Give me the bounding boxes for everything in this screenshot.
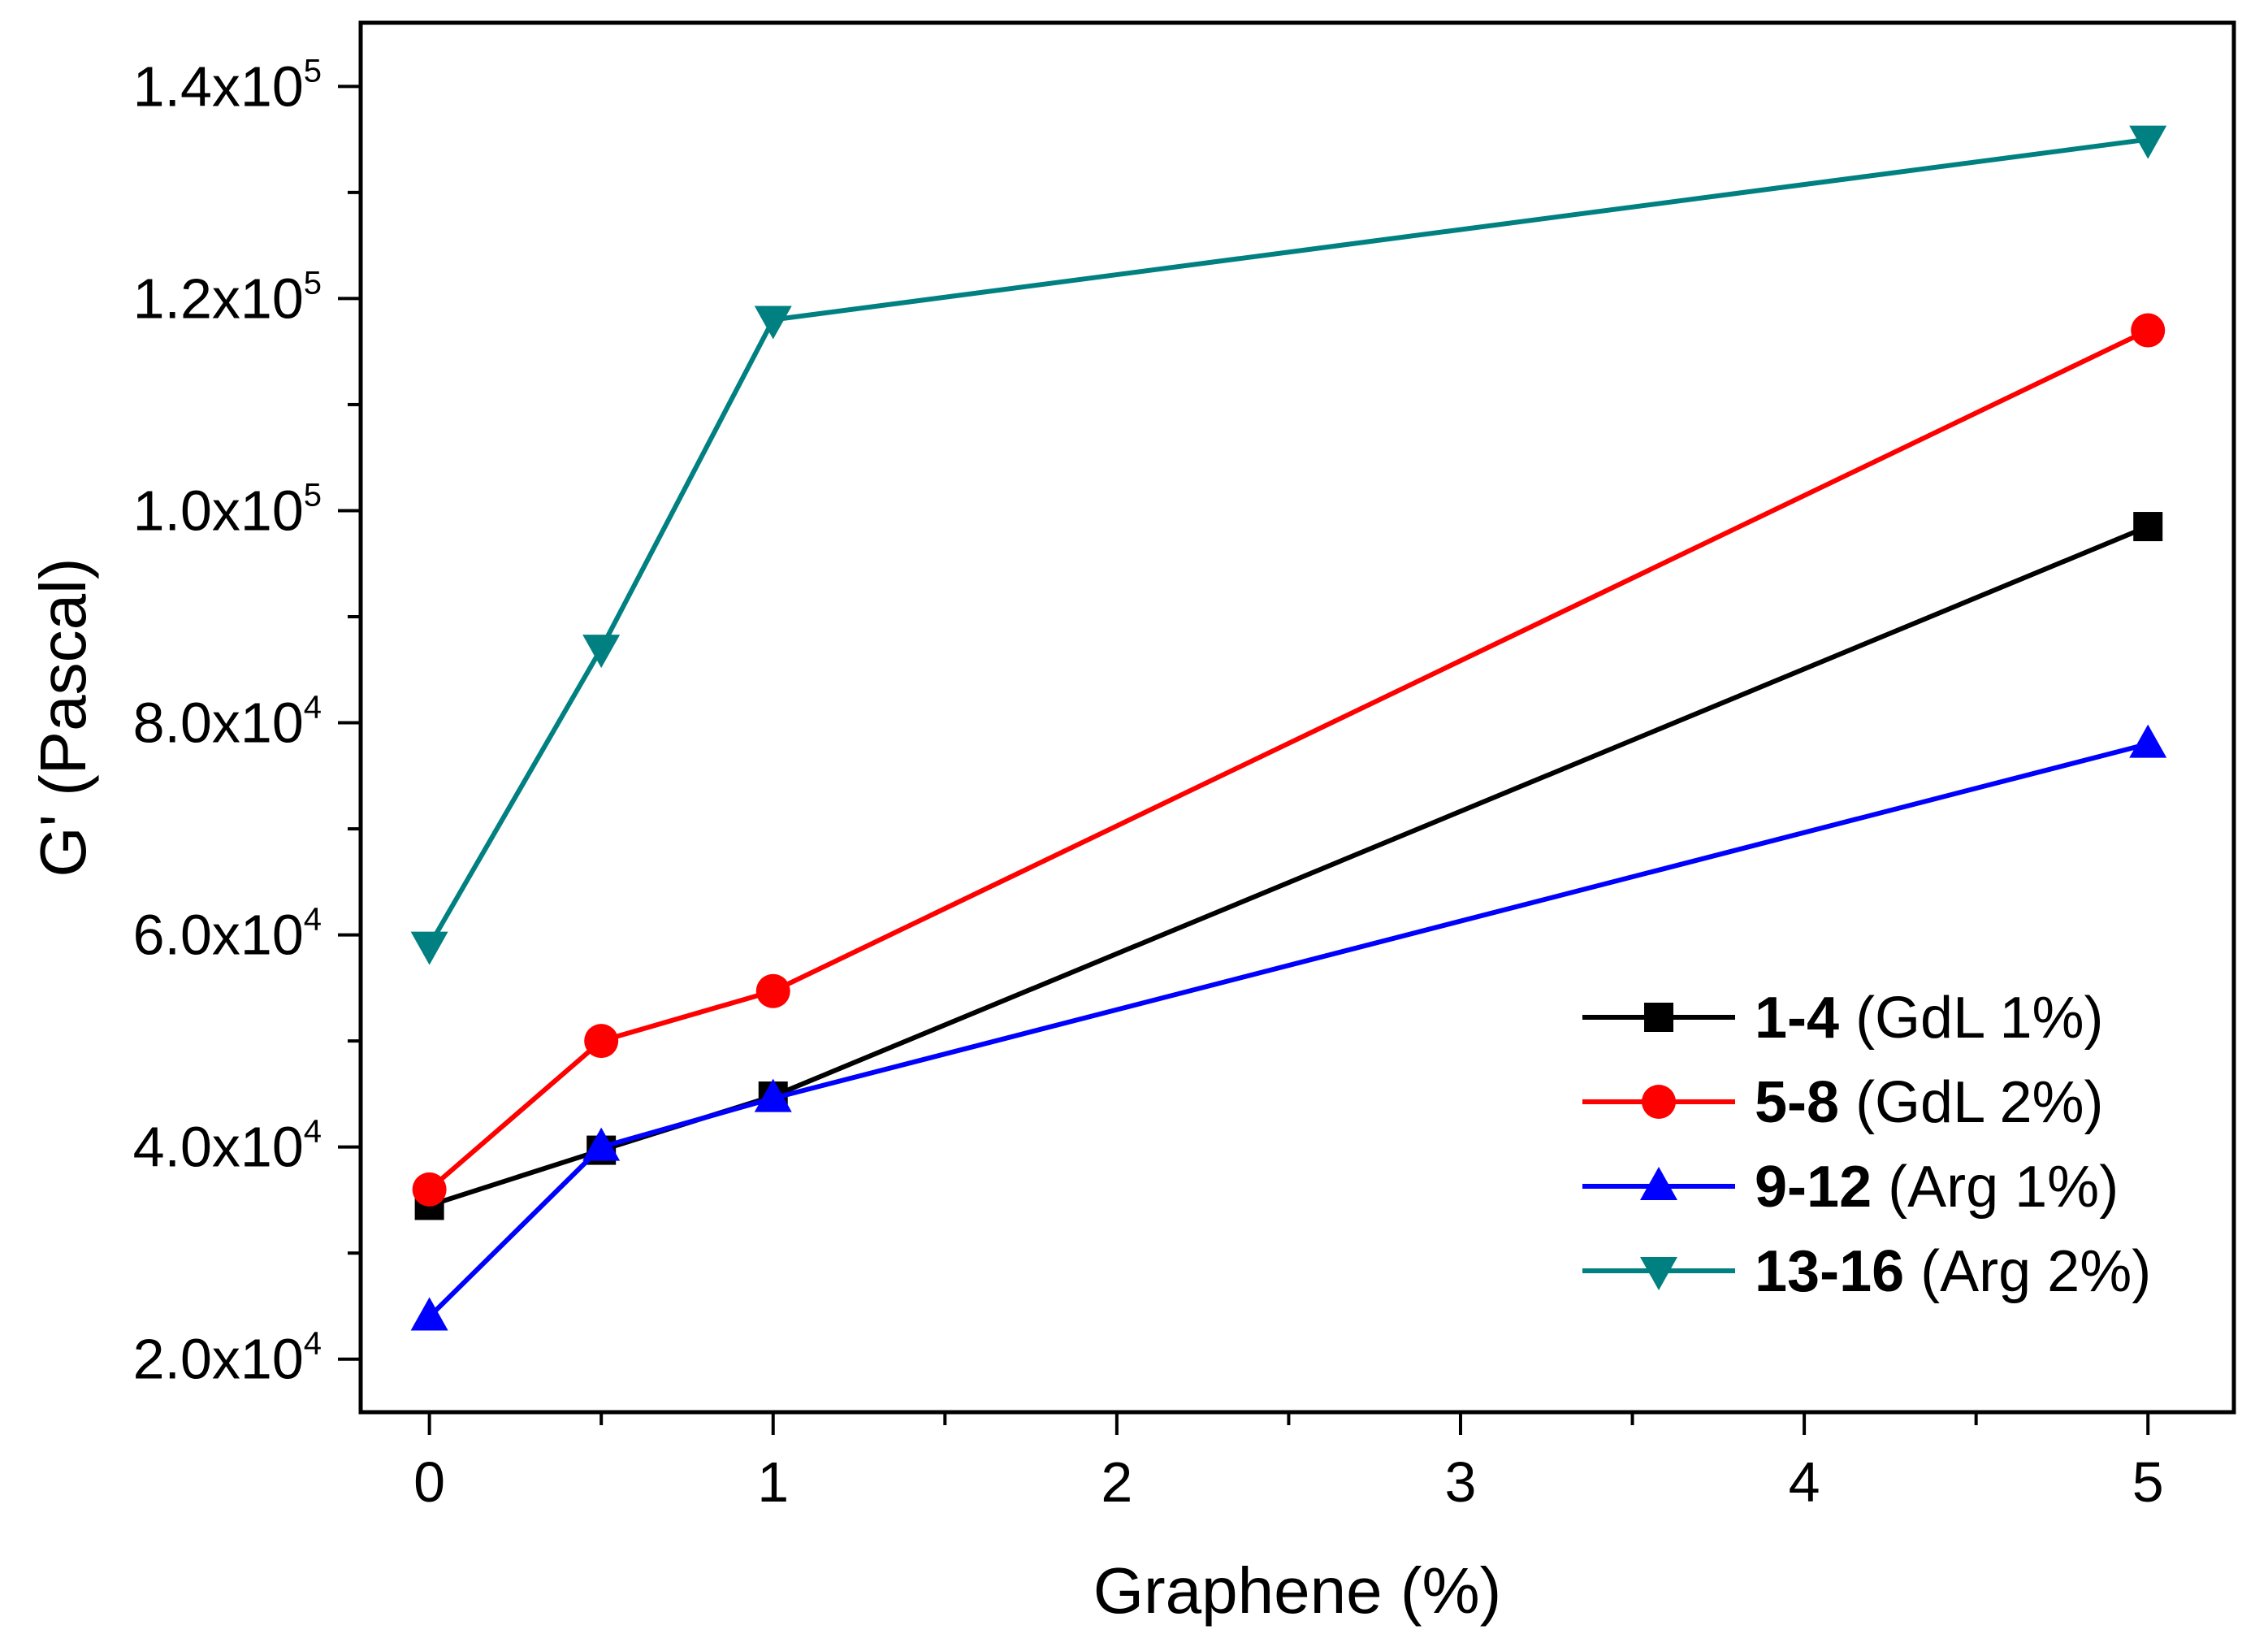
legend-label: 9-12 (Arg 1%) xyxy=(1755,1155,2119,1220)
data-point xyxy=(2129,125,2167,159)
x-tick-label: 2 xyxy=(1101,1450,1132,1514)
legend-item: 5-8 (GdL 2%) xyxy=(1582,1070,2104,1135)
y-tick-label: 1.2x105 xyxy=(133,265,322,330)
data-point xyxy=(410,931,448,965)
legend-marker xyxy=(1640,1167,1677,1200)
data-point xyxy=(754,306,792,340)
x-tick-label: 3 xyxy=(1445,1450,1477,1514)
y-tick-label: 1.0x105 xyxy=(133,477,322,542)
plot-frame xyxy=(358,20,2236,1415)
data-point xyxy=(754,1078,792,1112)
series-line xyxy=(427,137,2149,947)
data-point xyxy=(2133,512,2163,542)
legend-item: 13-16 (Arg 2%) xyxy=(1582,1239,2151,1304)
x-tick-label: 1 xyxy=(757,1450,789,1514)
legend-label: 13-16 (Arg 2%) xyxy=(1755,1239,2151,1304)
legend-item: 9-12 (Arg 1%) xyxy=(1582,1155,2119,1220)
series-13-16 xyxy=(410,125,2167,965)
y-tick-label: 6.0x104 xyxy=(133,902,322,967)
legend-item: 1-4 (GdL 1%) xyxy=(1582,986,2104,1051)
data-point xyxy=(584,1024,619,1059)
legend: 1-4 (GdL 1%) 5-8 (GdL 2%) 9-12 (Arg 1%) 13-… xyxy=(1582,986,2151,1304)
legend-marker xyxy=(1642,1085,1676,1119)
legend-label: 5-8 (GdL 2%) xyxy=(1755,1070,2104,1135)
x-tick-label: 0 xyxy=(413,1450,445,1514)
series-line xyxy=(427,741,2149,1319)
x-tick-label: 5 xyxy=(2132,1450,2164,1514)
data-point xyxy=(582,635,621,669)
data-point xyxy=(2129,724,2167,758)
series-line xyxy=(427,327,2149,1192)
legend-marker xyxy=(1640,1257,1677,1290)
x-tick-label: 4 xyxy=(1789,1450,1820,1514)
y-tick-label: 8.0x104 xyxy=(133,690,322,755)
y-tick-label: 2.0x104 xyxy=(133,1326,322,1391)
x-axis-title: Graphene (%) xyxy=(1093,1554,1501,1627)
y-axis-title: G' (Pascal) xyxy=(27,557,99,877)
data-point xyxy=(412,1172,447,1207)
data-point xyxy=(582,1127,621,1161)
legend-label: 1-4 (GdL 1%) xyxy=(1755,986,2104,1051)
data-point xyxy=(2131,313,2166,348)
y-tick-label: 1.4x105 xyxy=(133,53,322,118)
data-point xyxy=(410,1297,448,1331)
data-point xyxy=(755,973,790,1008)
series-5-8 xyxy=(412,313,2166,1207)
legend-marker xyxy=(1644,1003,1673,1032)
y-tick-label: 4.0x104 xyxy=(133,1114,322,1179)
series-9-12 xyxy=(410,724,2167,1331)
